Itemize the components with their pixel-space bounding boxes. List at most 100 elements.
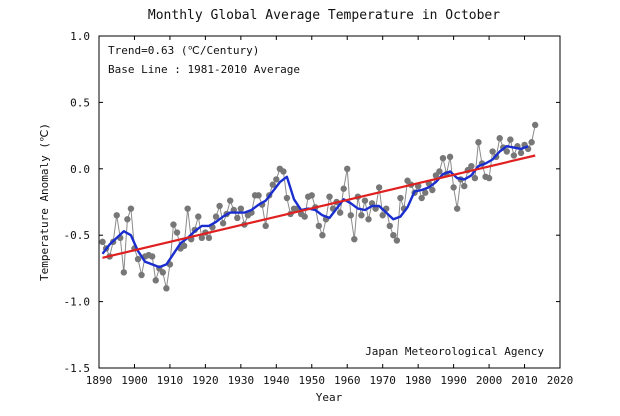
anomaly-point	[436, 168, 443, 175]
x-tick-label: 1940	[263, 374, 290, 387]
anomaly-point	[262, 222, 269, 230]
y-tick-label: 0.0	[70, 163, 90, 176]
anomaly-point	[365, 216, 372, 223]
x-tick-label: 1910	[157, 374, 184, 387]
anomaly-point	[212, 213, 220, 220]
x-tick-label: 1930	[228, 374, 255, 387]
anomaly-point	[205, 234, 213, 242]
trend-line	[102, 154, 536, 259]
anomaly-point	[170, 221, 177, 228]
series-layer	[99, 121, 539, 292]
anomaly-point	[319, 232, 326, 239]
anomaly-point	[269, 181, 276, 188]
anomaly-point	[237, 205, 245, 212]
y-tick-label: 1.0	[70, 30, 90, 43]
anomaly-point	[446, 153, 454, 161]
anomaly-point	[173, 229, 181, 236]
x-axis: 1890 1900 1910 1920 1930 1940 1950 1960 1970 1980…	[86, 36, 574, 387]
x-tick-label: 1990	[440, 374, 467, 387]
chart-title: Monthly Global Average Temperature in Oc…	[148, 8, 500, 23]
anomaly-point	[485, 174, 493, 182]
anomaly-point	[134, 255, 142, 263]
anomaly-point	[375, 184, 383, 191]
anomaly-point	[301, 213, 308, 220]
anomaly-point	[255, 192, 262, 199]
anomaly-point	[358, 212, 365, 219]
anomaly-point	[422, 189, 429, 196]
anomaly-point	[347, 212, 354, 219]
anomaly-point	[120, 269, 128, 276]
x-tick-label: 1890	[86, 374, 113, 387]
y-tick-label: -1.0	[64, 296, 91, 309]
baseline-annotation: Base Line : 1981-2010 Average	[108, 63, 300, 76]
anomaly-point	[390, 232, 397, 239]
anomaly-point	[234, 214, 241, 222]
trend-annotation: Trend=0.63 (℃/Century)	[108, 44, 259, 57]
anomaly-point	[138, 271, 145, 279]
anomaly-point	[439, 154, 447, 162]
x-tick-label: 2010	[511, 374, 538, 387]
anomaly-point	[163, 285, 170, 292]
x-tick-label: 1960	[334, 374, 361, 387]
anomaly-point	[198, 234, 206, 242]
anomaly-point	[195, 213, 202, 220]
anomaly-point	[496, 135, 503, 142]
anomaly-point	[99, 238, 106, 246]
smoothed-series-line	[101, 144, 529, 269]
y-tick-label: -0.5	[64, 229, 91, 242]
x-axis-label: Year	[316, 391, 343, 404]
anomaly-point	[308, 192, 315, 199]
anomaly-point	[336, 209, 344, 216]
anomaly-point	[468, 162, 475, 170]
anomaly-point	[471, 174, 479, 182]
anomaly-point	[127, 205, 135, 212]
anomaly-point	[315, 222, 323, 230]
plot-area	[98, 35, 561, 369]
anomaly-point	[273, 176, 280, 183]
anomaly-point	[283, 194, 291, 202]
x-tick-label: 1980	[405, 374, 432, 387]
anomaly-point	[184, 205, 191, 212]
anomaly-point	[219, 220, 227, 227]
x-tick-label: 1920	[192, 374, 219, 387]
anomaly-point	[531, 121, 539, 129]
anomaly-point	[124, 216, 131, 223]
anomaly-point	[397, 194, 404, 202]
anomaly-point	[379, 212, 386, 219]
anomaly-point	[510, 152, 518, 159]
anomaly-point	[280, 168, 287, 175]
anomaly-point	[393, 237, 401, 244]
anomaly-point	[418, 194, 425, 202]
anomaly-point	[528, 139, 535, 146]
anomaly-point	[475, 139, 482, 146]
anomaly-point	[453, 205, 461, 212]
anomaly-point	[227, 197, 234, 204]
x-tick-label: 1970	[369, 374, 396, 387]
anomaly-point	[429, 186, 436, 194]
anomaly-point	[351, 235, 358, 243]
anomaly-point	[113, 212, 120, 219]
x-tick-label: 2020	[547, 374, 574, 387]
anomaly-point	[450, 184, 457, 191]
anomaly-point	[340, 185, 347, 192]
y-tick-label: -1.5	[64, 362, 91, 375]
anomaly-point	[148, 253, 156, 260]
anomaly-point	[326, 193, 333, 200]
x-tick-label: 1950	[299, 374, 326, 387]
anomaly-point	[461, 182, 468, 190]
y-axis-label: Temperature Anomaly (℃)	[38, 123, 51, 281]
anomaly-point	[507, 136, 514, 143]
anomaly-point	[517, 149, 525, 157]
anomaly-point	[361, 197, 369, 204]
source-annotation: Japan Meteorological Agency	[365, 345, 544, 358]
anomaly-point	[503, 148, 511, 155]
anomaly-point	[489, 148, 496, 155]
anomaly-point	[344, 165, 351, 172]
y-tick-label: 0.5	[70, 96, 90, 109]
anomaly-point	[386, 222, 393, 230]
x-tick-label: 2000	[476, 374, 503, 387]
anomaly-point	[159, 269, 167, 276]
x-tick-label: 1900	[121, 374, 148, 387]
